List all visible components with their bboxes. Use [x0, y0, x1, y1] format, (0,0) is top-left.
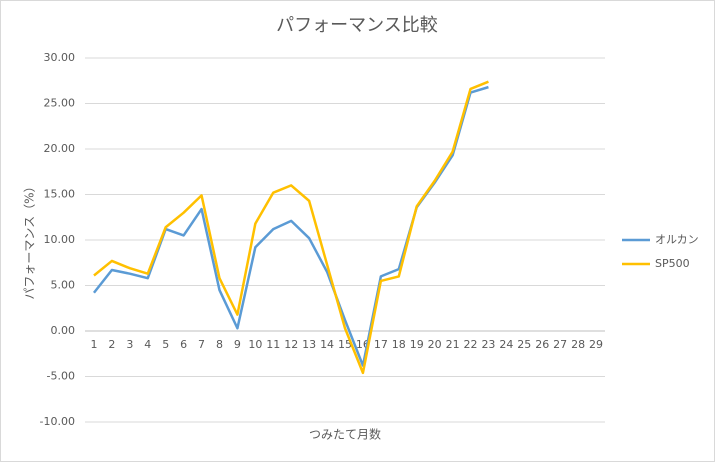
y-tick-label: 25.00	[44, 97, 76, 110]
x-tick-label: 10	[248, 338, 262, 351]
x-tick-label: 24	[499, 338, 513, 351]
y-tick-label: -5.00	[47, 370, 75, 383]
x-tick-label: 1	[90, 338, 97, 351]
x-tick-label: 11	[266, 338, 280, 351]
y-tick-label: 15.00	[44, 188, 76, 201]
x-tick-label: 22	[464, 338, 478, 351]
x-tick-label: 18	[392, 338, 406, 351]
x-tick-label: 2	[108, 338, 115, 351]
x-axis-title: つみたて月数	[309, 427, 381, 442]
y-tick-label: 10.00	[44, 233, 76, 246]
x-tick-label: 26	[535, 338, 549, 351]
x-tick-label: 17	[374, 338, 388, 351]
x-tick-label: 20	[428, 338, 442, 351]
x-tick-label: 5	[162, 338, 169, 351]
x-tick-label: 13	[302, 338, 316, 351]
x-tick-label: 7	[198, 338, 205, 351]
x-tick-label: 8	[216, 338, 223, 351]
x-tick-label: 9	[234, 338, 241, 351]
y-tick-label: 5.00	[51, 279, 76, 292]
chart-title: パフォーマンス比較	[276, 15, 438, 36]
x-tick-label: 21	[446, 338, 460, 351]
y-tick-label: 0.00	[51, 324, 76, 337]
legend-label: SP500	[655, 257, 690, 270]
x-tick-label: 15	[338, 338, 352, 351]
x-tick-label: 27	[553, 338, 567, 351]
x-tick-label: 23	[481, 338, 495, 351]
x-tick-label: 4	[144, 338, 151, 351]
x-tick-label: 6	[180, 338, 187, 351]
y-tick-label: -10.00	[40, 415, 75, 428]
x-tick-label: 14	[320, 338, 334, 351]
x-tick-label: 28	[571, 338, 585, 351]
x-tick-label: 25	[517, 338, 531, 351]
y-axis-title: パフォーマンス（%）	[23, 180, 37, 299]
y-tick-label: 20.00	[44, 142, 76, 155]
x-tick-label: 29	[589, 338, 603, 351]
line-series	[93, 80, 489, 375]
legend-label: オルカン	[655, 233, 699, 246]
x-tick-label: 19	[410, 338, 424, 351]
x-tick-label: 3	[126, 338, 133, 351]
y-tick-label: 30.00	[44, 51, 76, 64]
x-tick-label: 12	[284, 338, 298, 351]
